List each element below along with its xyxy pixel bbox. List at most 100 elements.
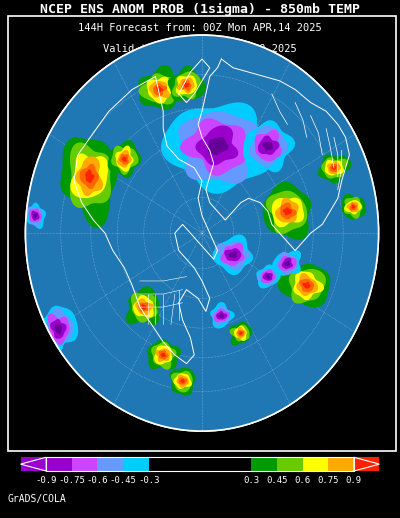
Polygon shape bbox=[276, 252, 298, 275]
Polygon shape bbox=[266, 191, 307, 234]
Polygon shape bbox=[344, 197, 362, 219]
Text: GrADS/COLA: GrADS/COLA bbox=[8, 494, 67, 505]
Polygon shape bbox=[266, 274, 270, 279]
Polygon shape bbox=[44, 307, 73, 349]
Polygon shape bbox=[321, 157, 348, 179]
Polygon shape bbox=[327, 161, 341, 175]
Polygon shape bbox=[75, 156, 103, 196]
Text: -0.45: -0.45 bbox=[110, 476, 136, 485]
Polygon shape bbox=[133, 295, 154, 318]
Polygon shape bbox=[85, 169, 94, 183]
Polygon shape bbox=[234, 326, 247, 341]
Polygon shape bbox=[278, 256, 297, 271]
Polygon shape bbox=[138, 303, 149, 312]
Polygon shape bbox=[346, 202, 359, 212]
Polygon shape bbox=[115, 146, 134, 172]
Polygon shape bbox=[119, 154, 129, 165]
Bar bbox=[46, 457, 72, 471]
Polygon shape bbox=[263, 272, 273, 281]
Text: 144H Forecast from: 00Z Mon APR,14 2025: 144H Forecast from: 00Z Mon APR,14 2025 bbox=[78, 23, 322, 33]
Polygon shape bbox=[218, 313, 224, 318]
Polygon shape bbox=[255, 130, 282, 162]
Polygon shape bbox=[177, 78, 195, 94]
Polygon shape bbox=[230, 325, 250, 341]
Polygon shape bbox=[275, 197, 299, 223]
Polygon shape bbox=[149, 81, 170, 98]
Polygon shape bbox=[38, 306, 78, 357]
Polygon shape bbox=[239, 332, 242, 335]
Bar bbox=[20, 457, 46, 471]
Text: 0.75: 0.75 bbox=[318, 476, 339, 485]
Polygon shape bbox=[108, 140, 142, 178]
Polygon shape bbox=[230, 322, 252, 346]
Polygon shape bbox=[296, 273, 318, 296]
Polygon shape bbox=[341, 194, 366, 219]
Polygon shape bbox=[153, 83, 167, 96]
Polygon shape bbox=[29, 209, 42, 222]
Bar bbox=[251, 457, 277, 471]
Polygon shape bbox=[236, 327, 246, 339]
Polygon shape bbox=[48, 313, 70, 345]
Polygon shape bbox=[70, 153, 108, 198]
Polygon shape bbox=[31, 211, 40, 221]
Polygon shape bbox=[216, 240, 250, 270]
Polygon shape bbox=[126, 286, 159, 325]
Polygon shape bbox=[55, 324, 62, 334]
Polygon shape bbox=[212, 235, 253, 275]
Polygon shape bbox=[50, 319, 67, 339]
Text: 0.3: 0.3 bbox=[243, 476, 259, 485]
Polygon shape bbox=[220, 243, 244, 266]
Polygon shape bbox=[168, 66, 206, 102]
Text: NCEP ENS ANOM PROB (1sigma) - 850mb TEMP: NCEP ENS ANOM PROB (1sigma) - 850mb TEMP bbox=[40, 3, 360, 16]
Polygon shape bbox=[283, 207, 292, 215]
Text: -0.3: -0.3 bbox=[138, 476, 160, 485]
Polygon shape bbox=[272, 198, 304, 227]
Polygon shape bbox=[171, 371, 193, 393]
Polygon shape bbox=[289, 269, 326, 304]
Polygon shape bbox=[293, 271, 324, 300]
Polygon shape bbox=[258, 136, 280, 155]
Polygon shape bbox=[117, 150, 132, 168]
Polygon shape bbox=[350, 203, 357, 210]
Bar bbox=[98, 457, 123, 471]
Polygon shape bbox=[139, 73, 176, 105]
Polygon shape bbox=[280, 203, 297, 220]
Bar bbox=[277, 457, 302, 471]
Text: 0.6: 0.6 bbox=[294, 476, 311, 485]
Polygon shape bbox=[352, 205, 355, 209]
Polygon shape bbox=[262, 142, 273, 151]
Polygon shape bbox=[176, 76, 197, 94]
Polygon shape bbox=[131, 293, 158, 323]
Polygon shape bbox=[181, 79, 192, 91]
Polygon shape bbox=[156, 87, 164, 93]
Bar bbox=[46, 457, 354, 471]
Polygon shape bbox=[196, 125, 238, 165]
Polygon shape bbox=[261, 269, 276, 283]
Polygon shape bbox=[180, 118, 247, 176]
Polygon shape bbox=[135, 298, 154, 315]
Polygon shape bbox=[70, 142, 111, 208]
Text: 0.9: 0.9 bbox=[346, 476, 362, 485]
Polygon shape bbox=[178, 377, 188, 385]
Polygon shape bbox=[180, 379, 185, 383]
Polygon shape bbox=[176, 375, 189, 388]
Polygon shape bbox=[210, 302, 235, 328]
Polygon shape bbox=[216, 311, 227, 320]
Polygon shape bbox=[263, 182, 311, 240]
Polygon shape bbox=[299, 279, 314, 292]
Polygon shape bbox=[155, 348, 170, 362]
Polygon shape bbox=[147, 339, 181, 369]
Polygon shape bbox=[158, 350, 168, 359]
Polygon shape bbox=[224, 248, 241, 261]
Polygon shape bbox=[138, 65, 180, 110]
Polygon shape bbox=[318, 154, 351, 183]
Polygon shape bbox=[282, 257, 293, 269]
Polygon shape bbox=[331, 166, 336, 170]
Bar bbox=[123, 457, 149, 471]
Polygon shape bbox=[160, 353, 166, 357]
Polygon shape bbox=[170, 368, 195, 396]
Polygon shape bbox=[284, 261, 290, 266]
Polygon shape bbox=[173, 373, 192, 389]
Polygon shape bbox=[325, 160, 344, 176]
Text: 0.45: 0.45 bbox=[266, 476, 288, 485]
